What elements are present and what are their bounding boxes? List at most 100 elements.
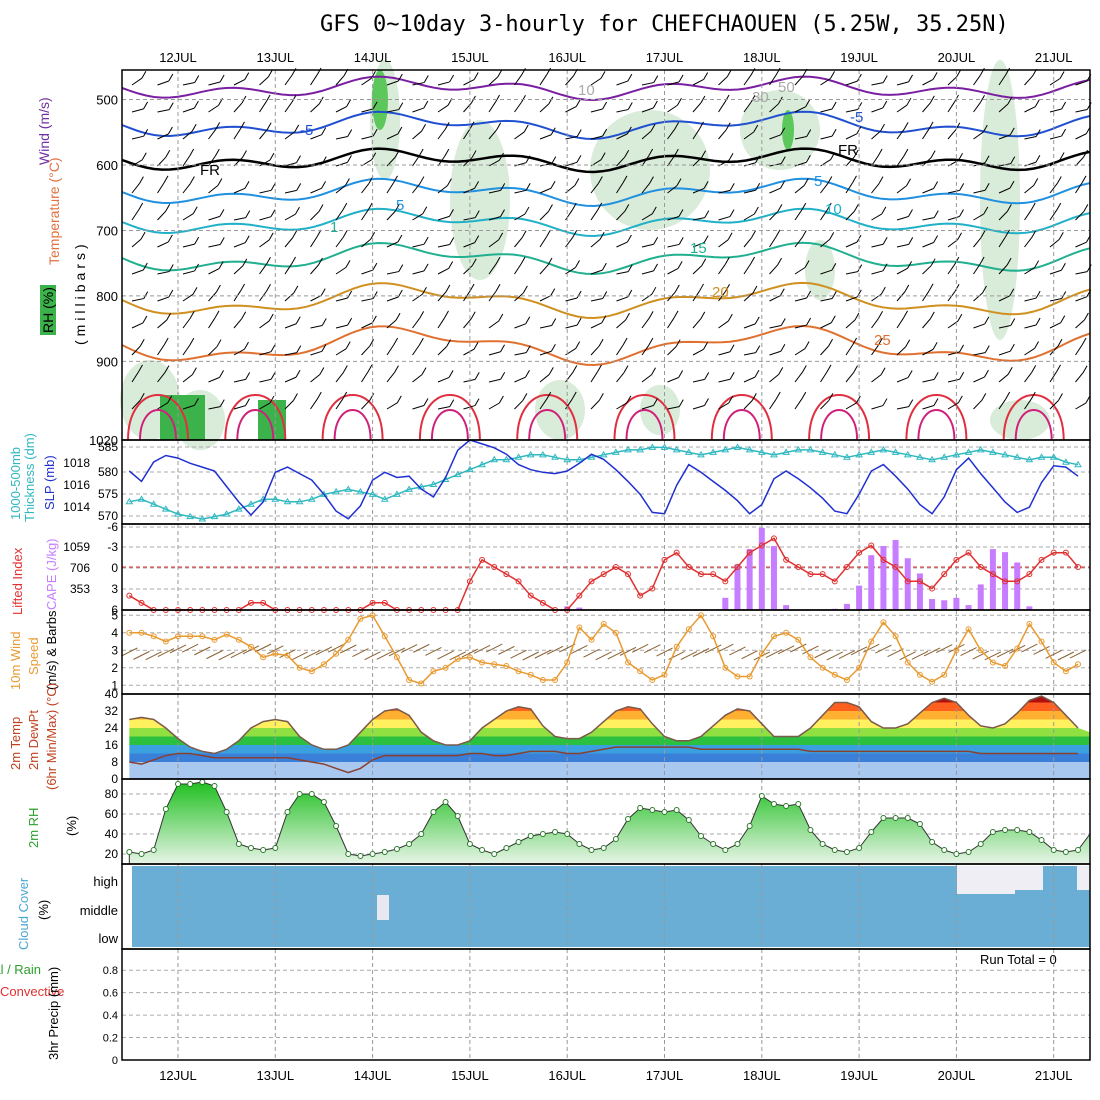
wind-barb (998, 187, 1011, 194)
wind-barb-flag (958, 153, 963, 161)
wind-barb (820, 209, 828, 221)
rh2m-point (1062, 849, 1069, 855)
wind-barb-flag (1060, 315, 1066, 323)
wind-barb-flag (1033, 178, 1039, 186)
wind-barb-10m (863, 643, 880, 653)
contour-35 (820, 409, 859, 441)
wind-barb-flag (674, 284, 680, 293)
wind-barb-flag (801, 230, 807, 238)
wind-barb (488, 263, 497, 275)
wind-barb (667, 346, 677, 356)
wind-barb-flag (854, 312, 860, 321)
wind-barb (1024, 324, 1037, 329)
thickness-line-point (332, 487, 340, 495)
wind-barb (1075, 271, 1088, 275)
wind-barb (820, 78, 831, 86)
wind-barb (361, 209, 369, 221)
wind10m-line-point (661, 671, 668, 678)
wind-barb-flag (933, 235, 939, 243)
wind10m-line-point (211, 636, 218, 643)
wind-barb (437, 129, 446, 140)
wind-barb-flag (245, 398, 250, 406)
dewpoint-line (129, 746, 1078, 774)
wind-barb-flag (1006, 257, 1012, 266)
wind10m-line-point (831, 671, 838, 678)
wind10m-line-point (770, 633, 777, 640)
contour-15 (121, 241, 1091, 276)
thickness-line-point (526, 450, 535, 458)
wind-barb (361, 298, 374, 302)
cape-bar (783, 605, 790, 610)
wind-barb (412, 374, 423, 383)
slp-line (128, 439, 1079, 520)
label-cape: CAPE (J/kg) (44, 538, 59, 610)
wind-barb (922, 242, 934, 248)
date-label-top: 15JUL (451, 50, 489, 65)
wind-barb-flag (677, 261, 683, 269)
wind-barb (896, 406, 909, 410)
wind-barb-10m (303, 650, 321, 660)
wind-barb-flag (270, 183, 276, 191)
cape-bar (953, 597, 960, 610)
wind-barb (1024, 297, 1037, 302)
wind-barb (208, 376, 220, 383)
wind-barb-flag (574, 178, 580, 186)
wind-barb (131, 238, 142, 248)
wind-barb-10m (340, 644, 357, 654)
wind-barb-flag (449, 209, 454, 217)
rh2m-point (661, 809, 668, 815)
temp-tick: 16 (105, 738, 119, 752)
wind-barb-flag (522, 393, 528, 401)
wind-barb-flag (546, 229, 551, 238)
contour-minus10 (121, 75, 1091, 102)
wind-barb-flag (167, 234, 173, 243)
wind-barb-flag (933, 398, 939, 406)
wind-barb-flag (423, 236, 429, 245)
wind-barb-10m (996, 648, 1014, 658)
lifted-index-line-point (831, 578, 838, 585)
wind-barb (361, 135, 374, 140)
date-label-bottom: 21JUL (1035, 1068, 1073, 1083)
wind10m-line-point (539, 677, 546, 683)
wind-barb-flag (1005, 67, 1011, 76)
wind-barb-flag (806, 317, 812, 326)
rh2m-point (539, 831, 546, 837)
lifted-index-line-point (260, 599, 267, 606)
wind-barb (284, 292, 295, 302)
wind-barb (794, 372, 803, 383)
wind-barb-flag (932, 72, 938, 80)
cloud-gap (377, 895, 389, 920)
wind-barb-flag (525, 345, 531, 353)
wind-barb-flag (908, 74, 914, 83)
wind-barb-flag (500, 183, 506, 191)
cloud-tick: high (93, 874, 118, 889)
contour-label: 50 (778, 79, 795, 96)
wind-barb-10m (498, 645, 515, 655)
wind-barb (412, 130, 422, 140)
wind10m-line-point (795, 636, 802, 643)
thickness-tick: 570 (98, 509, 118, 523)
wind-barb-flag (421, 367, 427, 375)
wind10m-line-point (442, 664, 449, 671)
wind10m-line-point (406, 677, 413, 683)
wind-barb-flag (268, 232, 274, 241)
wind-barb-10m (826, 651, 843, 661)
contour-35 (430, 409, 469, 441)
wind-barb-flag (729, 183, 735, 191)
wind-barb-flag (753, 206, 759, 215)
wind-barb (667, 377, 679, 383)
wind-barb-flag (240, 283, 245, 292)
wind-barb (616, 241, 628, 248)
wind-barb (463, 318, 472, 329)
wind10m-line-point (710, 633, 717, 640)
wind-barb (233, 79, 245, 86)
lifted-index-line-point (880, 556, 887, 563)
wind-barb (208, 185, 219, 194)
wind10m-line-point (564, 659, 571, 666)
rh2m-point (406, 841, 413, 847)
rh2m-point (138, 851, 145, 857)
wind-barb-flag (141, 152, 147, 161)
contour-10 (121, 207, 1091, 238)
wind-barb (182, 82, 195, 86)
wind-barb (386, 344, 395, 356)
